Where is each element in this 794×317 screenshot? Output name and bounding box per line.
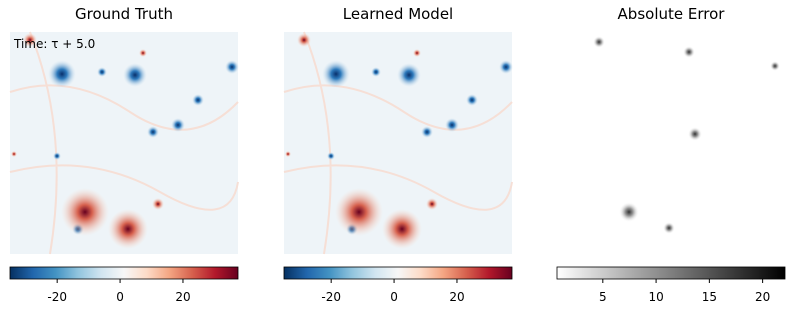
panel-title: Ground Truth	[75, 5, 173, 23]
annotation: Time: τ + 5.0	[13, 37, 95, 51]
colorbar-tick-label: 0	[116, 290, 124, 304]
colorbar-tick-label: 5	[599, 290, 607, 304]
colorbar-tick-label: -20	[321, 290, 341, 304]
panel-title: Absolute Error	[618, 5, 726, 23]
colorbar	[283, 266, 513, 280]
colorbar-tick-label: 20	[449, 290, 464, 304]
colorbar-tick-label: 0	[390, 290, 398, 304]
colorbar-tick-label: 20	[755, 290, 770, 304]
field-image	[283, 31, 514, 255]
panel-title: Learned Model	[343, 5, 453, 23]
colorbar-tick-label: 10	[648, 290, 663, 304]
colorbar-tick-label: 15	[702, 290, 717, 304]
colorbar-tick-label: 20	[175, 290, 190, 304]
colorbar-tick-label: -20	[47, 290, 67, 304]
colorbar	[9, 266, 239, 280]
error-image	[593, 36, 780, 234]
field-image	[9, 31, 240, 255]
colorbar	[556, 266, 786, 280]
